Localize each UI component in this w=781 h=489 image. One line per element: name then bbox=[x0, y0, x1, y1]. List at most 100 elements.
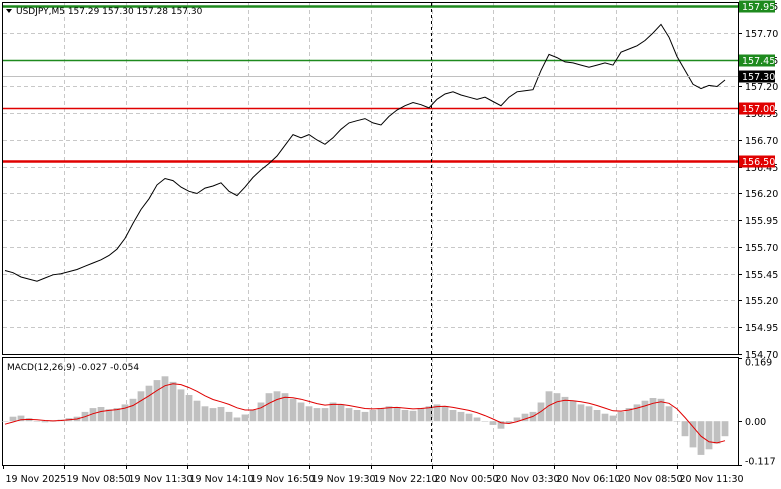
macd-bar bbox=[121, 404, 129, 422]
level-label: 157.95 bbox=[742, 2, 775, 13]
macd-axis-label: 0.169 bbox=[745, 358, 772, 369]
macd-bar bbox=[129, 398, 137, 422]
time-axis-label: 19 Nov 2025 bbox=[6, 474, 67, 485]
macd-bar bbox=[201, 406, 209, 422]
macd-bar bbox=[433, 404, 441, 422]
time-axis-label: 19 Nov 22:10 bbox=[374, 474, 438, 485]
time-axis-label: 19 Nov 19:30 bbox=[312, 474, 376, 485]
macd-bar bbox=[337, 404, 345, 422]
level-badge bbox=[739, 0, 775, 13]
price-axis-label: 155.45 bbox=[745, 270, 778, 281]
macd-bar bbox=[601, 413, 609, 422]
price-axis-label: 154.70 bbox=[745, 350, 778, 361]
macd-bar bbox=[705, 421, 713, 450]
macd-bar bbox=[465, 413, 473, 422]
level-labels: 157.95 157.45 157.00 156.50 bbox=[739, 0, 775, 168]
macd-bar bbox=[473, 417, 481, 422]
macd-bar bbox=[673, 421, 681, 422]
macd-bar bbox=[209, 408, 217, 422]
level-label: 157.00 bbox=[742, 104, 775, 115]
macd-bar bbox=[481, 421, 489, 422]
time-axis-label: 20 Nov 06:10 bbox=[557, 474, 621, 485]
macd-bar bbox=[257, 402, 265, 422]
current-price-badge: 157.30 bbox=[739, 70, 775, 83]
main-grid bbox=[3, 3, 738, 355]
macd-bar bbox=[545, 391, 553, 422]
macd-bar bbox=[193, 400, 201, 422]
price-axis-label: 156.45 bbox=[745, 163, 778, 174]
time-axis-label: 19 Nov 14:10 bbox=[190, 474, 254, 485]
macd-grid bbox=[64, 358, 678, 465]
macd-bar bbox=[697, 421, 705, 455]
main-plot-border bbox=[2, 2, 739, 355]
macd-bar bbox=[425, 406, 433, 422]
macd-bar bbox=[169, 381, 177, 422]
level-badge bbox=[739, 155, 775, 168]
macd-bar bbox=[665, 406, 673, 422]
macd-bar bbox=[33, 421, 41, 422]
macd-bar bbox=[369, 410, 377, 422]
level-label: 157.45 bbox=[742, 56, 775, 67]
macd-bar bbox=[441, 406, 449, 422]
macd-bar bbox=[633, 404, 641, 422]
macd-bar bbox=[401, 410, 409, 422]
macd-bar bbox=[569, 400, 577, 422]
macd-bar bbox=[553, 393, 561, 422]
symbol-header: USDJPY,M5 157.29 157.30 157.28 157.30 bbox=[6, 7, 203, 17]
macd-bar bbox=[561, 396, 569, 422]
macd-bar bbox=[377, 408, 385, 422]
macd-bar bbox=[593, 410, 601, 422]
macd-bar bbox=[321, 408, 329, 422]
level-badge bbox=[739, 102, 775, 115]
macd-bar bbox=[689, 421, 697, 448]
macd-bar bbox=[641, 400, 649, 422]
macd-bar bbox=[721, 421, 729, 437]
macd-bar bbox=[409, 410, 417, 422]
macd-bar bbox=[185, 395, 193, 422]
triangle-down-icon[interactable] bbox=[6, 9, 12, 13]
time-axis-label: 19 Nov 08:50 bbox=[67, 474, 131, 485]
price-axis-label: 154.95 bbox=[745, 323, 778, 334]
macd-bar bbox=[625, 408, 633, 422]
symbol-info: USDJPY,M5 157.29 157.30 157.28 157.30 bbox=[16, 7, 203, 17]
macd-bar bbox=[577, 404, 585, 422]
macd-bar bbox=[329, 402, 337, 422]
macd-bar bbox=[249, 410, 257, 422]
macd-bar bbox=[1, 421, 9, 422]
time-axis-label: 19 Nov 11:30 bbox=[129, 474, 193, 485]
macd-bar bbox=[713, 421, 721, 444]
macd-bar bbox=[657, 398, 665, 422]
macd-bar bbox=[505, 421, 513, 424]
macd-bar bbox=[289, 398, 297, 422]
macd-bar bbox=[361, 411, 369, 422]
macd-bar bbox=[97, 407, 105, 422]
macd-bar bbox=[513, 417, 521, 422]
macd-bar bbox=[585, 406, 593, 422]
macd-bar bbox=[345, 408, 353, 422]
macd-bar bbox=[217, 407, 225, 422]
macd-bar bbox=[9, 416, 17, 422]
time-axis-label: 20 Nov 03:30 bbox=[496, 474, 560, 485]
time-axis-label: 19 Nov 16:50 bbox=[251, 474, 315, 485]
macd-axis: 0.169 0.00 -0.117 bbox=[738, 358, 776, 468]
macd-bar bbox=[233, 417, 241, 422]
macd-bar bbox=[609, 415, 617, 422]
macd-bar bbox=[137, 391, 145, 422]
price-axis-label: 157.70 bbox=[745, 29, 778, 40]
macd-bar bbox=[241, 414, 249, 422]
macd-bar bbox=[273, 391, 281, 422]
price-axis-label: 157.20 bbox=[745, 82, 778, 93]
macd-bar bbox=[521, 413, 529, 422]
macd-bar bbox=[225, 411, 233, 422]
macd-bar bbox=[449, 410, 457, 422]
macd-bar bbox=[457, 411, 465, 422]
macd-bar bbox=[489, 421, 497, 425]
time-axis-label: 20 Nov 11:30 bbox=[680, 474, 744, 485]
time-axis-label: 20 Nov 08:50 bbox=[619, 474, 683, 485]
current-price-label: 157.30 bbox=[742, 72, 775, 83]
macd-bar bbox=[297, 402, 305, 422]
macd-bar bbox=[177, 389, 185, 422]
price-axis-label: 155.95 bbox=[745, 216, 778, 227]
